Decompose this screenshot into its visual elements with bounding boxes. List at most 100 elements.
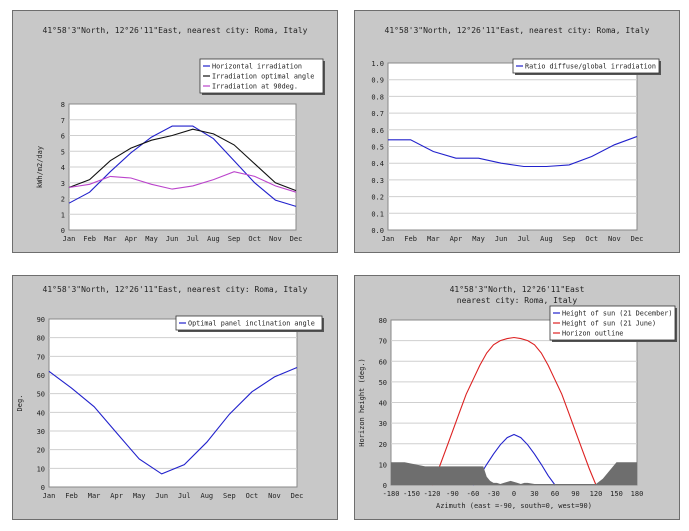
x-tick-label: -150 [403, 490, 420, 498]
y-tick-label: 50 [37, 391, 45, 399]
legend-label: Irradiation at 90deg. [212, 83, 298, 91]
x-tick-label: Jul [178, 492, 191, 500]
y-tick-label: 0.6 [371, 127, 384, 135]
x-tick-label: Jan [43, 492, 56, 500]
y-tick-label: 4 [61, 164, 65, 172]
x-tick-label: May [145, 235, 158, 243]
series-line-0 [48, 366, 298, 475]
y-tick-label: 7 [61, 117, 65, 125]
legend-box [175, 315, 323, 331]
y-axis-label: Deg. [16, 395, 24, 412]
y-tick-label: 40 [37, 409, 45, 417]
chart-title-line-2: nearest city: Roma, Italy [456, 296, 578, 305]
y-tick-label: 0.5 [371, 144, 384, 152]
x-tick-label: -90 [446, 490, 459, 498]
x-tick-label: Mar [88, 492, 101, 500]
x-axis-label: Azimuth (east =-90, south=0, west=90) [436, 502, 592, 510]
series-line-0 [388, 135, 638, 168]
legend-label: Irradiation optimal angle [212, 73, 314, 81]
x-tick-label: Dec [631, 235, 644, 243]
x-tick-label: Jul [186, 235, 199, 243]
y-tick-label: 0 [61, 227, 65, 235]
y-tick-label: 2 [61, 196, 65, 204]
y-tick-label: 70 [379, 338, 387, 346]
legend-label: Height of sun (21 June) [562, 320, 656, 328]
y-tick-label: 50 [379, 379, 387, 387]
x-tick-label: Jun [166, 235, 179, 243]
legend-box [512, 58, 660, 74]
x-tick-label: Aug [207, 235, 220, 243]
chart-panel-diffuse-ratio: 41°58'3"North, 12°26'11"East, nearest ci… [354, 10, 680, 253]
x-tick-label: -30 [487, 490, 500, 498]
legend-label: Horizon outline [562, 330, 623, 338]
chart-svg: 0.0 0.1 0.2 0.3 0.4 0.5 0.6 0.7 0.8 0.9 1.0 Jan Feb M… [371, 58, 661, 243]
chart-panel-monthly-irradiation: 41°58'3"North, 12°26'11"East, nearest ci… [12, 10, 338, 253]
series-line-1 [431, 336, 597, 486]
x-tick-label: -120 [424, 490, 441, 498]
x-tick-label: May [133, 492, 146, 500]
x-tick-label: Feb [83, 235, 96, 243]
y-tick-label: 70 [37, 353, 45, 361]
y-tick-label: 1 [61, 211, 65, 219]
chart-title: 41°58'3"North, 12°26'11"East, nearest ci… [42, 26, 308, 35]
y-tick-label: 0.4 [371, 160, 384, 168]
y-tick-label: 80 [379, 317, 387, 325]
y-axis-label: Horizon height (deg.) [358, 358, 366, 447]
chart-panel-horizon: 41°58'3"North, 12°26'11"East nearest cit… [354, 275, 680, 520]
legend-box [549, 305, 676, 341]
y-tick-label: 0 [41, 484, 45, 492]
y-tick-label: 10 [379, 461, 387, 469]
x-tick-label: 180 [631, 490, 644, 498]
x-tick-label: Aug [540, 235, 553, 243]
x-tick-label: Feb [404, 235, 417, 243]
chart-title-line-1: 41°58'3"North, 12°26'11"East [449, 285, 585, 294]
legend-label: Horizontal irradiation [212, 63, 302, 71]
y-tick-label: 0 [383, 482, 387, 490]
series-line-0 [472, 433, 556, 486]
y-tick-label: 90 [37, 316, 45, 324]
x-tick-label: Apr [125, 235, 138, 243]
x-tick-label: Jan [63, 235, 76, 243]
y-tick-label: 1.0 [371, 60, 384, 68]
y-tick-label: 20 [37, 447, 45, 455]
series-horizon-outline-area [391, 462, 637, 485]
chart-title: 41°58'3"North, 12°26'11"East, nearest ci… [42, 285, 308, 294]
chart-svg: 0 1 2 3 4 5 6 7 8 Jan Feb Mar Apr May Jun Jul Aug Sep Oct N… [36, 58, 325, 243]
x-tick-label: Oct [585, 235, 598, 243]
x-tick-label: 0 [512, 490, 516, 498]
x-tick-label: May [472, 235, 485, 243]
x-tick-label: 30 [530, 490, 538, 498]
x-tick-label: Apr [450, 235, 463, 243]
y-tick-label: 80 [37, 335, 45, 343]
x-tick-label: Sep [563, 235, 576, 243]
y-tick-label: 0.7 [371, 110, 384, 118]
x-tick-label: 60 [551, 490, 559, 498]
x-tick-label: 150 [610, 490, 623, 498]
plot-area [48, 318, 298, 488]
y-tick-label: 60 [37, 372, 45, 380]
y-tick-label: 0.2 [371, 194, 384, 202]
chart-svg: 0 10 20 30 40 50 60 70 80 -180 -150 -120 -90 -60 -30 0 3… [358, 305, 677, 510]
y-tick-label: 0.1 [371, 210, 384, 218]
x-tick-label: Oct [246, 492, 259, 500]
y-tick-label: 60 [379, 358, 387, 366]
legend-label: Height of sun (21 December) [562, 310, 673, 318]
y-tick-label: 5 [61, 148, 65, 156]
x-tick-label: Dec [291, 492, 304, 500]
y-tick-label: 0.9 [371, 77, 384, 85]
x-tick-label: Jan [382, 235, 395, 243]
x-tick-label: Jun [495, 235, 508, 243]
chart-svg: 0 10 20 30 40 50 60 70 80 90 Jan Feb Mar Apr May Jun Jul… [16, 315, 324, 500]
y-tick-label: 6 [61, 133, 65, 141]
x-tick-label: Nov [608, 235, 621, 243]
y-tick-label: 0.0 [371, 227, 384, 235]
chart-title: 41°58'3"North, 12°26'11"East, nearest ci… [384, 26, 650, 35]
series-line-2 [68, 171, 297, 193]
x-tick-label: Jul [517, 235, 530, 243]
x-tick-label: Apr [110, 492, 123, 500]
y-tick-label: 3 [61, 180, 65, 188]
legend-label: Ratio diffuse/global irradiation [525, 63, 656, 71]
x-tick-label: Feb [65, 492, 78, 500]
x-tick-label: Oct [248, 235, 261, 243]
y-axis-label: kWh/m2/day [36, 146, 44, 188]
